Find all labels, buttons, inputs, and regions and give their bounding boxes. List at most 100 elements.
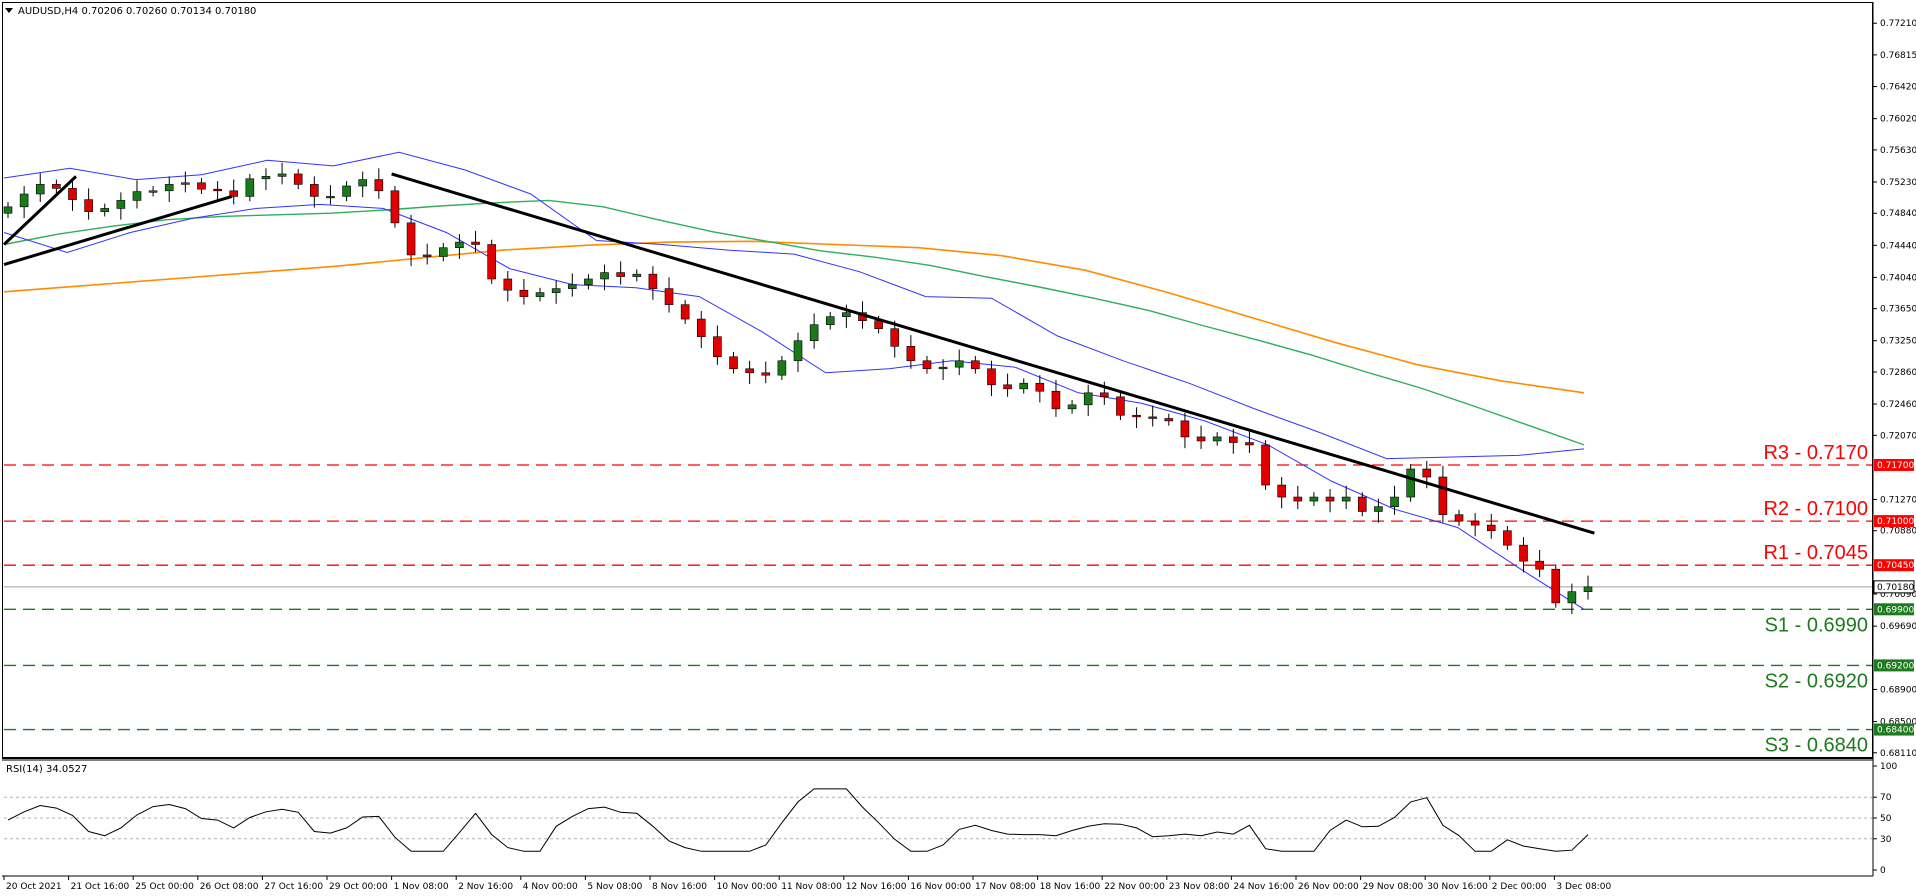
bear-candle <box>1148 416 1157 419</box>
bear-candle <box>1422 468 1432 478</box>
trendlines <box>2 172 1595 535</box>
time-tick-label: 23 Nov 08:00 <box>1169 882 1230 892</box>
time-tick-label: 27 Oct 16:00 <box>264 882 323 892</box>
time-tick-label: 16 Nov 00:00 <box>910 882 971 892</box>
time-tick-label: 3 Dec 08:00 <box>1556 882 1611 892</box>
symbol-label: AUDUSD,H4 0.70206 0.70260 0.70134 0.7018… <box>18 6 256 17</box>
level-label-s1: S1 - 0.6990 <box>1765 614 1868 636</box>
bear-candle <box>1535 560 1544 570</box>
bear-candle <box>906 346 916 362</box>
bull-candle <box>1390 496 1399 507</box>
bear-candle <box>229 190 239 197</box>
bear-candle <box>52 184 61 189</box>
level-price-tag-text: 0.71000 <box>1877 517 1914 527</box>
bull-candle <box>535 292 545 297</box>
bear-candle <box>487 244 496 280</box>
bear-candle <box>1277 484 1286 498</box>
bear-candle <box>713 336 722 358</box>
bull-candle <box>584 278 593 285</box>
bull-candle <box>261 176 271 180</box>
bear-candle <box>874 320 883 329</box>
price-tick-label: 0.69690 <box>1880 622 1916 632</box>
bull-candle <box>567 284 577 289</box>
bear-candle <box>1551 568 1561 604</box>
bull-candle <box>793 340 803 362</box>
level-price-tag-r2 <box>1874 515 1914 528</box>
bull-candle <box>358 179 367 187</box>
time-tick-label: 11 Nov 08:00 <box>781 882 842 892</box>
level-label-r2: R2 - 0.7100 <box>1763 498 1868 520</box>
bull-candle <box>1341 496 1351 502</box>
current-price-tag-text: 0.70180 <box>1877 583 1914 593</box>
bear-candle <box>68 188 77 200</box>
bear-candle <box>745 368 754 374</box>
price-tick-label: 0.71270 <box>1880 495 1916 505</box>
bull-candle <box>455 241 464 249</box>
bull-candle <box>825 316 835 325</box>
time-tick-label: 2 Dec 00:00 <box>1492 882 1547 892</box>
current-price-tag <box>1873 580 1915 594</box>
price-tick-label: 0.74040 <box>1880 273 1916 283</box>
level-price-tag-text: 0.68400 <box>1877 726 1914 736</box>
bull-candle <box>1212 436 1222 442</box>
level-price-tag-text: 0.69900 <box>1877 605 1914 615</box>
bear-candle <box>664 288 674 305</box>
time-tick-label: 25 Oct 00:00 <box>135 882 194 892</box>
bear-candle <box>1293 496 1303 502</box>
bear-candle <box>422 254 432 257</box>
bear-candle <box>293 173 303 185</box>
time-tick-label: 5 Nov 08:00 <box>587 882 642 892</box>
triangle-down-icon[interactable] <box>5 8 13 13</box>
price-tick-label: 0.76020 <box>1880 115 1916 125</box>
bull-candle <box>777 360 787 376</box>
level-price-tag-text: 0.71700 <box>1877 461 1914 471</box>
bear-candle <box>696 318 706 338</box>
level-price-tag-r1 <box>1874 559 1914 572</box>
trendline-rising-support <box>3 194 233 266</box>
rsi-line <box>7 788 1589 852</box>
level-price-tag-text: 0.69200 <box>1877 661 1914 671</box>
bear-candle <box>1164 418 1174 422</box>
bull-candle <box>439 247 448 257</box>
bull-candle <box>551 288 561 293</box>
bear-candle <box>987 368 996 386</box>
time-tick-label: 4 Nov 00:00 <box>523 882 578 892</box>
time-tick-label: 12 Nov 16:00 <box>846 882 907 892</box>
price-tick-label: 0.72070 <box>1880 431 1916 441</box>
bear-candle <box>1003 384 1012 390</box>
ma-long-line <box>3 240 1585 394</box>
price-tick-label: 0.75230 <box>1880 178 1916 188</box>
time-tick-label: 1 Nov 08:00 <box>394 882 449 892</box>
bull-candle <box>116 200 126 209</box>
bear-candle <box>1519 544 1528 562</box>
bull-candle <box>181 182 190 185</box>
bear-candle <box>1454 514 1464 522</box>
bear-candle <box>1051 390 1061 410</box>
time-tick-label: 29 Nov 08:00 <box>1363 882 1424 892</box>
level-price-tag-s3 <box>1874 723 1914 736</box>
level-lines <box>4 464 1872 731</box>
time-tick-label: 22 Nov 00:00 <box>1104 882 1165 892</box>
bull-candle <box>35 184 45 195</box>
bear-candle <box>1196 436 1206 442</box>
ma-short-line <box>3 199 1585 446</box>
trendline-short-rising <box>2 175 78 246</box>
rsi-tick-label: 30 <box>1880 835 1892 845</box>
bull-candle <box>277 173 287 177</box>
bear-candle <box>1035 382 1045 392</box>
bear-candle <box>197 182 206 190</box>
time-tick-label: 18 Nov 16:00 <box>1040 882 1101 892</box>
time-tick-label: 20 Oct 2021 <box>6 882 62 892</box>
bear-candle <box>1486 524 1496 532</box>
bull-candle <box>1083 392 1093 406</box>
bear-candle <box>761 372 771 376</box>
bear-candle <box>503 278 513 291</box>
price-tick-label: 0.73250 <box>1880 337 1916 347</box>
time-tick-label: 8 Nov 16:00 <box>652 882 707 892</box>
bull-candle <box>132 191 142 201</box>
bear-candle <box>471 241 480 245</box>
price-tick-label: 0.75630 <box>1880 146 1916 156</box>
bear-candle <box>1245 442 1254 446</box>
